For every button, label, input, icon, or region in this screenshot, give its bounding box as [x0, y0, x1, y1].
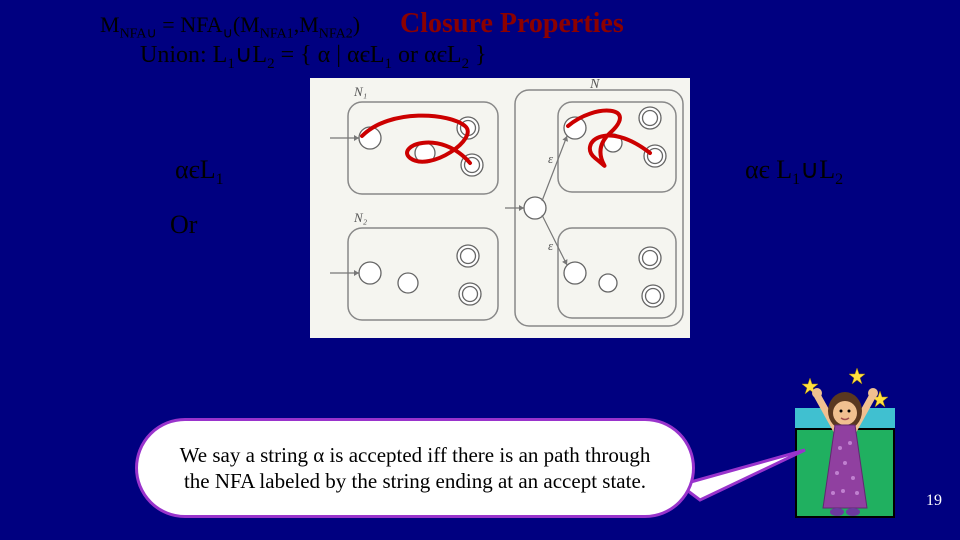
label-alpha-l1l2: αє L1∪L2 [745, 155, 843, 189]
svg-text:N: N [589, 78, 600, 92]
svg-text:N₁: N₁ [353, 84, 367, 99]
svg-text:N₂: N₂ [353, 210, 368, 225]
speech-bubble: We say a string α is accepted iff there … [135, 418, 695, 518]
label-alpha-l1: αєL1 [175, 155, 224, 189]
svg-text:ε: ε [548, 151, 554, 166]
nfa-formula: MNFA∪ = NFA∪(MNFA1,MNFA2) [100, 12, 360, 42]
label-or: Or [170, 210, 197, 240]
page-number: 19 [926, 492, 942, 510]
slide-title: Closure Properties [400, 8, 624, 40]
union-definition: Union: L1∪L2 = { α | αєL1 or αєL2 } [140, 40, 487, 73]
svg-text:ε: ε [548, 238, 554, 253]
nfa-diagram: N₁ N₂ Nε ε [310, 78, 690, 338]
speech-text: We say a string α is accepted iff there … [168, 442, 662, 495]
